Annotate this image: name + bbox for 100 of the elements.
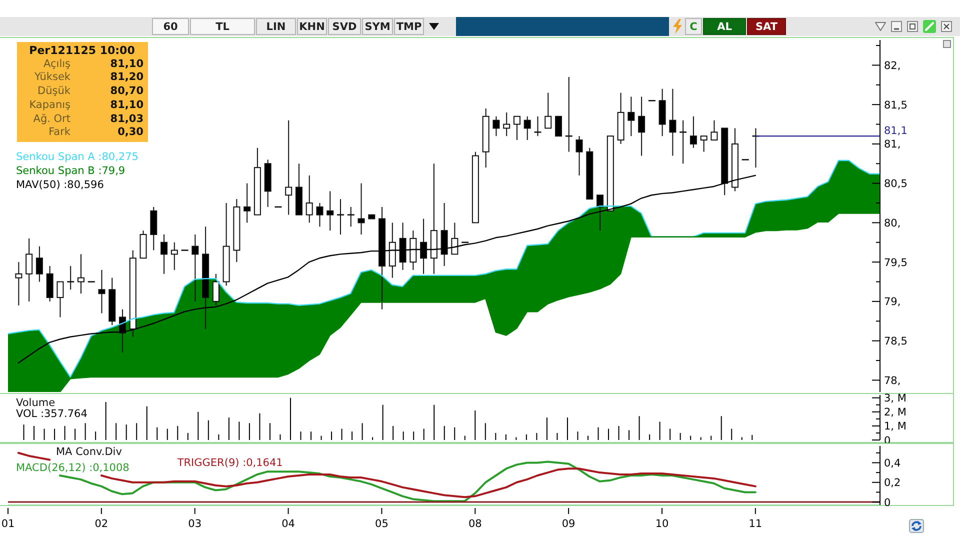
candlestick bbox=[628, 96, 635, 137]
text: MAV(50) :80,596 bbox=[16, 179, 104, 191]
annotation: 81,10 bbox=[110, 58, 144, 70]
candlestick bbox=[336, 198, 345, 236]
x-tick-label: 10 bbox=[655, 518, 669, 530]
candlestick bbox=[513, 116, 520, 141]
candlestick bbox=[285, 120, 292, 216]
button: SVD bbox=[328, 18, 361, 35]
candlestick bbox=[690, 116, 697, 148]
x-tick-label: 05 bbox=[375, 518, 388, 530]
chart-title: Volume bbox=[16, 397, 56, 409]
annotation: Fark bbox=[48, 126, 70, 138]
y-tick-label: 79,5 bbox=[884, 256, 908, 269]
annotation: Ağ. Ort bbox=[33, 112, 70, 125]
y-tick-label: 2, M bbox=[884, 406, 906, 419]
y-tick-label: 81, bbox=[884, 138, 901, 151]
field: TL bbox=[190, 18, 255, 35]
candlestick bbox=[306, 174, 313, 224]
y-tick-label: 0 bbox=[884, 496, 891, 509]
candlestick bbox=[710, 120, 718, 141]
candlestick bbox=[66, 266, 75, 290]
candlestick bbox=[346, 206, 356, 228]
text: Senkou Span A :80,275 bbox=[16, 151, 138, 163]
x-tick-label: 03 bbox=[188, 518, 202, 530]
annotation: Yüksek bbox=[34, 71, 70, 84]
candlestick bbox=[192, 234, 199, 302]
chart-title: MA Conv.Div bbox=[56, 446, 122, 458]
candlestick bbox=[492, 116, 500, 137]
candlestick bbox=[555, 116, 562, 137]
x-tick-label: 11 bbox=[748, 518, 762, 530]
candlestick bbox=[212, 273, 220, 306]
button: AL bbox=[703, 18, 746, 35]
x-tick-label: 02 bbox=[94, 518, 108, 530]
x-tick-label: 09 bbox=[562, 518, 576, 530]
field: 60 bbox=[152, 18, 189, 35]
candlestick bbox=[26, 238, 33, 302]
candlestick bbox=[170, 242, 178, 270]
candlestick bbox=[678, 120, 688, 164]
candlestick bbox=[316, 202, 324, 228]
series-label: MACD(26,12) :0,1008 bbox=[16, 462, 130, 474]
candlestick bbox=[150, 206, 158, 251]
candlestick bbox=[576, 136, 583, 176]
y-tick-label: 78, bbox=[884, 374, 901, 387]
candlestick bbox=[358, 182, 365, 236]
candlestick bbox=[544, 92, 552, 129]
candlestick bbox=[534, 116, 542, 137]
y-tick-label: 80,5 bbox=[884, 178, 908, 190]
candlestick bbox=[36, 246, 43, 282]
candlestick bbox=[244, 182, 251, 224]
candlestick bbox=[98, 269, 106, 314]
y-tick-label: 82, bbox=[884, 60, 901, 72]
annotation: 81,03 bbox=[110, 112, 144, 125]
button: LIN bbox=[256, 18, 296, 35]
y-tick-label: 80, bbox=[884, 217, 901, 230]
candlestick bbox=[46, 266, 54, 302]
candlestick bbox=[596, 194, 604, 232]
button: SAT bbox=[747, 18, 786, 35]
button: SYM bbox=[362, 18, 393, 35]
x-tick-label: 01 bbox=[1, 518, 15, 530]
candlestick bbox=[56, 281, 64, 318]
candlestick bbox=[451, 222, 458, 255]
annotation: 80,70 bbox=[110, 85, 144, 98]
button: TMP bbox=[394, 18, 424, 35]
candlestick bbox=[503, 112, 510, 137]
candlestick bbox=[388, 222, 396, 278]
annotation: 81,20 bbox=[110, 71, 144, 84]
candlestick bbox=[160, 234, 168, 274]
series-label: VOL :357.764 bbox=[16, 408, 88, 420]
ref-line-label: 81,1 bbox=[884, 125, 908, 138]
x-tick-label: 08 bbox=[468, 518, 482, 530]
y-tick-label: 0,4 bbox=[884, 457, 902, 470]
series-label: TRIGGER(9) :0,1641 bbox=[177, 457, 283, 469]
text: Senkou Span B :79,9 bbox=[16, 165, 126, 177]
annotation: Düşük bbox=[38, 85, 70, 98]
x-tick-label: 04 bbox=[282, 518, 296, 530]
candlestick bbox=[399, 222, 406, 270]
candlestick bbox=[700, 136, 708, 152]
candlestick bbox=[140, 230, 147, 259]
button: KHN bbox=[297, 18, 327, 35]
y-tick-label: 1, M bbox=[884, 420, 906, 433]
candlestick bbox=[669, 88, 676, 156]
candlestick bbox=[326, 190, 334, 232]
candlestick bbox=[410, 230, 417, 270]
y-tick-label: 0,2 bbox=[884, 477, 901, 490]
annotation: 81,10 bbox=[110, 98, 144, 111]
annotation: 0,30 bbox=[118, 126, 144, 138]
candlestick bbox=[638, 96, 646, 156]
annotation: Açılış bbox=[44, 58, 70, 70]
candlestick bbox=[420, 218, 428, 274]
y-tick-label: 81,5 bbox=[884, 99, 908, 112]
candlestick bbox=[658, 88, 666, 137]
candlestick bbox=[440, 202, 448, 267]
y-tick-label: 79, bbox=[884, 296, 901, 308]
annotation: Kapanış bbox=[29, 98, 70, 111]
candlestick bbox=[524, 116, 531, 141]
candlestick bbox=[77, 254, 84, 294]
candlestick bbox=[15, 262, 22, 306]
y-tick-label: 78,5 bbox=[884, 336, 908, 348]
button: C bbox=[685, 18, 702, 35]
y-tick-label: 3, M bbox=[884, 392, 906, 405]
